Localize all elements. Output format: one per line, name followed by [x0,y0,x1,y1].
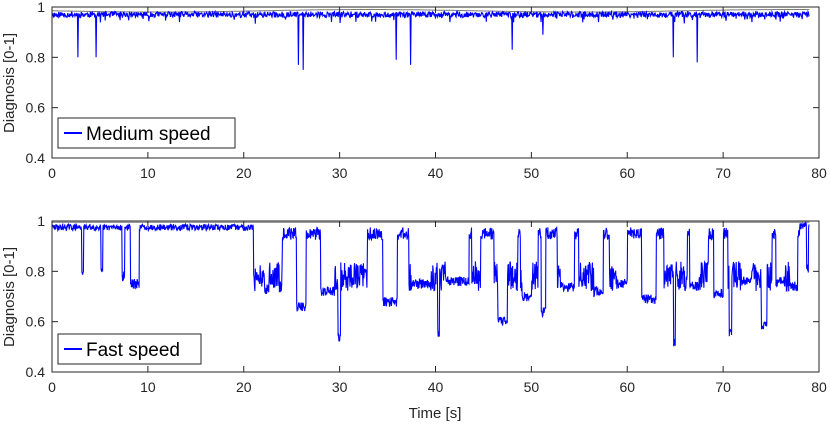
x-tick-label: 0 [48,165,56,181]
y-tick-label: 1 [37,0,45,15]
x-tick-label: 70 [715,165,731,181]
y-axis-label-top: Diagnosis [0-1] [1,33,18,133]
y-axis-label-bottom: Diagnosis [0-1] [1,247,18,347]
x-tick-label: 50 [524,165,540,181]
chart-top-medium-speed: 0 10 20 30 40 50 60 70 80 0.4 0.6 0.8 1 Diagnosis [… [1,0,827,181]
y-tick-label: 0.6 [26,100,46,116]
x-tick-label: 30 [332,165,348,181]
x-tick-label: 10 [140,379,156,395]
x-tick-label: 20 [236,379,252,395]
legend-bottom: Fast speed [57,333,202,365]
x-axis-label-bottom: Time [s] [409,405,462,422]
y-ticks-top: 0.4 0.6 0.8 1 [26,0,819,166]
y-tick-label: 0.8 [26,49,46,65]
y-tick-label: 0.4 [26,150,46,166]
legend-label-fast-speed: Fast speed [86,340,180,361]
series-line-fast-speed [51,221,810,347]
x-tick-label: 10 [140,165,156,181]
x-tick-label: 40 [428,379,444,395]
legend-label-medium-speed: Medium speed [86,124,211,145]
y-tick-label: 0.8 [26,263,46,279]
x-tick-label: 20 [236,165,252,181]
x-tick-label: 30 [332,379,348,395]
x-tick-label: 60 [619,165,635,181]
y-tick-label: 0.6 [26,314,46,330]
guide-line-top [51,9,810,13]
y-tick-label: 1 [37,213,45,229]
x-ticks-top: 0 10 20 30 40 50 60 70 80 [48,7,827,181]
x-ticks-bottom: 0 10 20 30 40 50 60 70 80 [48,221,827,395]
x-tick-label: 50 [524,379,540,395]
y-ticks-bottom: 0.4 0.6 0.8 1 [26,213,819,380]
x-tick-label: 40 [428,165,444,181]
series-line-medium-speed [51,9,810,70]
x-tick-label: 80 [811,165,827,181]
x-tick-label: 80 [811,379,827,395]
chart-bottom-fast-speed: 0 10 20 30 40 50 60 70 80 0.4 0.6 0.8 1 Diagnosis [… [1,213,827,422]
x-tick-label: 70 [715,379,731,395]
legend-top: Medium speed [57,117,236,149]
x-tick-label: 0 [48,379,56,395]
legend-box-top [57,117,236,149]
y-tick-label: 0.4 [26,364,46,380]
x-tick-label: 60 [619,379,635,395]
